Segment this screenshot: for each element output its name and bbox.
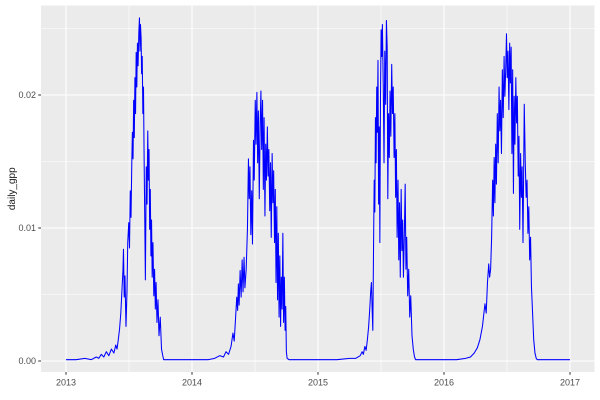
y-axis-title: daily_gpp (7, 167, 18, 210)
y-tick-label: 0.01 (18, 223, 36, 233)
x-tick-label: 2015 (308, 378, 328, 388)
x-tick-label: 2013 (56, 378, 76, 388)
x-tick-label: 2016 (434, 378, 454, 388)
x-tick-label: 2014 (182, 378, 202, 388)
y-tick-label: 0.00 (18, 356, 36, 366)
y-axis: 0.00 0.01 0.02 (18, 90, 41, 366)
y-tick-label: 0.02 (18, 90, 36, 100)
x-tick-label: 2017 (560, 378, 580, 388)
x-axis: 2013 2014 2015 2016 2017 (56, 372, 580, 388)
gpp-line-series (66, 17, 570, 361)
major-gridlines (41, 5, 595, 372)
